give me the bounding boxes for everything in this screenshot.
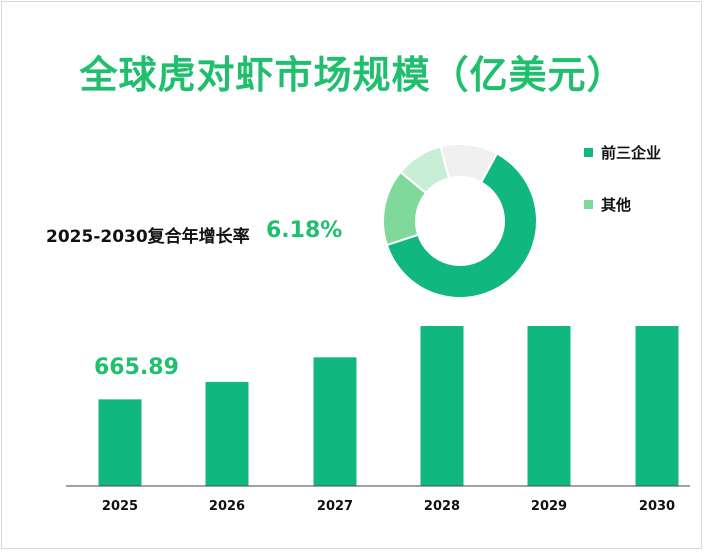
- legend-swatch-other: [584, 200, 593, 209]
- x-tick-2027: 2027: [317, 499, 353, 514]
- bar-2027: [313, 357, 357, 486]
- legend-label-top3: 前三企业: [601, 144, 662, 162]
- x-tick-2026: 2026: [209, 499, 245, 514]
- legend-item-other: 其他: [584, 194, 631, 215]
- legend-swatch-top3: [584, 148, 593, 157]
- legend-item-top3: 前三企业: [584, 142, 661, 163]
- donut-slice-0: [385, 152, 538, 299]
- cagr-value: 6.18%: [266, 218, 343, 243]
- donut-slice-3: [439, 143, 499, 184]
- bar-2029: [527, 326, 571, 486]
- bar-2030: [635, 326, 679, 486]
- bar-data-label-2025: 665.89: [94, 355, 179, 380]
- bar-2028: [420, 326, 464, 486]
- bar-2025: [98, 399, 142, 486]
- bar-chart: [98, 326, 679, 486]
- x-axis-ticks: 2025 2026 2027 2028 2029 2030: [102, 499, 675, 514]
- chart-title: 全球虎对虾市场规模（亿美元）: [79, 53, 626, 97]
- x-tick-2029: 2029: [531, 499, 567, 514]
- x-tick-2030: 2030: [639, 499, 675, 514]
- x-tick-2025: 2025: [102, 499, 138, 514]
- donut-chart: [382, 143, 538, 299]
- x-tick-2028: 2028: [424, 499, 460, 514]
- bar-2026: [205, 381, 249, 486]
- legend-label-other: 其他: [601, 196, 632, 214]
- cagr-label: 2025-2030复合年增长率: [46, 227, 250, 247]
